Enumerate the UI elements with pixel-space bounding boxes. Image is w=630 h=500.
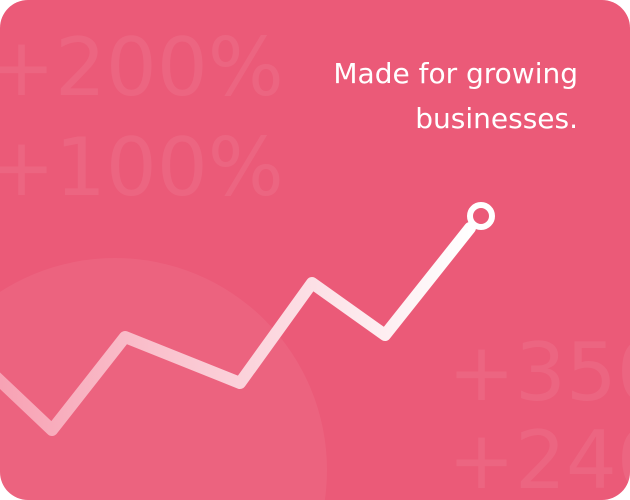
headline-line: businesses. <box>415 102 578 135</box>
decor-circle <box>0 258 327 500</box>
background-label: +350 <box>448 326 630 419</box>
background-label: +240 <box>448 414 630 500</box>
headline-line: Made for growing <box>333 57 578 90</box>
growth-line <box>0 222 476 436</box>
background-label: +100% <box>0 121 284 214</box>
line-endpoint <box>467 202 495 230</box>
background-label: +200% <box>0 21 284 114</box>
